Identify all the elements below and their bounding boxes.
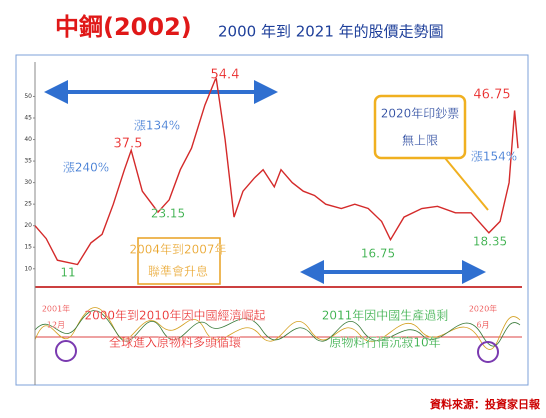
annotation: 2000年到2010年因中國經濟崛起 [84, 308, 265, 323]
y-tick-label: 45 [24, 115, 32, 122]
annotation: 11 [60, 266, 75, 280]
note-pointer [444, 157, 489, 211]
highlight-circle [55, 340, 77, 362]
annotation: 2020年 [469, 304, 497, 314]
chart-subtitle: 2000 年到 2021 年的股價走勢圖 [218, 23, 444, 41]
annotation: 2020年印鈔票 [381, 106, 460, 121]
annotation: 2011年因中國生產過剩 [322, 308, 449, 323]
chart-title: 中鋼(2002) [55, 13, 192, 41]
annotation: 漲134% [134, 119, 180, 133]
annotation: 漲240% [63, 161, 109, 175]
highlight-circle [477, 341, 499, 363]
annotation: 12月 [47, 321, 65, 330]
annotation: 23.15 [151, 207, 185, 221]
annotation: 無上限 [402, 133, 438, 148]
note-box [373, 94, 467, 160]
price-line [34, 74, 519, 266]
y-tick-label: 20 [24, 222, 32, 229]
annotation: 2004年到2007年 [129, 243, 226, 257]
y-tick-label: 40 [24, 136, 32, 143]
y-tick-label: 30 [24, 179, 32, 186]
annotation: 漲154% [471, 150, 517, 164]
note-box [137, 237, 221, 285]
annotation: 聯準會升息 [148, 264, 208, 279]
annotation: 6月 [476, 321, 489, 330]
annotation: 原物料行情沉寂10年 [329, 335, 440, 350]
y-tick-label: 35 [24, 158, 32, 165]
annotation: 37.5 [114, 137, 143, 152]
annotation: 18.35 [473, 235, 507, 249]
y-tick-label: 10 [24, 265, 32, 272]
indicator-curve [34, 307, 521, 350]
annotation: 2001年 [42, 304, 70, 314]
source-note: 資料來源：投資家日報 [430, 397, 541, 411]
indicator-curve [34, 310, 521, 347]
annotation: 16.75 [361, 247, 395, 261]
annotation: 46.75 [473, 88, 510, 103]
annotation: 54.4 [211, 68, 240, 83]
y-tick-label: 50 [24, 93, 32, 100]
annotation: 全球進入原物料多頭循環 [109, 335, 241, 350]
y-tick-label: 25 [24, 201, 32, 208]
y-tick-label: 15 [24, 244, 32, 251]
